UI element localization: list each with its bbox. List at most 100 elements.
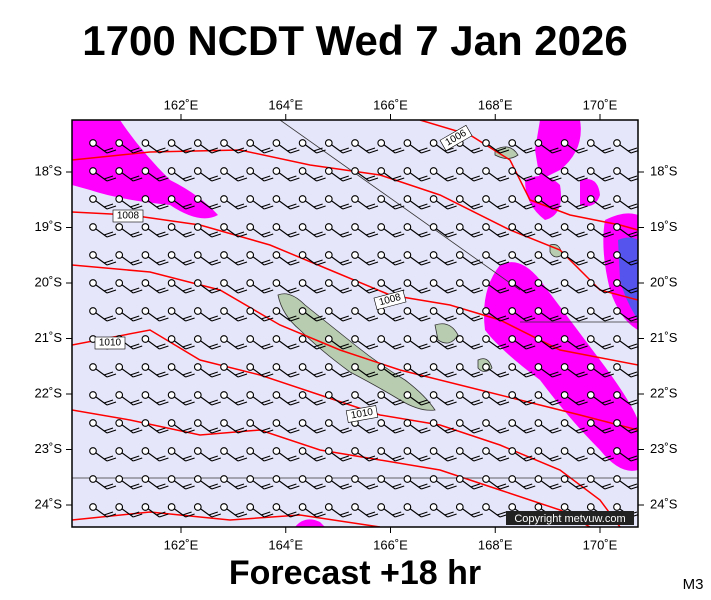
wind-barb [455,195,483,210]
barb-staff [619,368,632,378]
barb-feather [290,401,300,406]
barb-feather [133,317,143,322]
barb-staff [410,144,422,154]
barb-station [193,279,202,287]
barb-feather [208,399,218,404]
barb-feather [316,317,326,322]
wind-barb [141,167,169,182]
wind-barb [141,503,169,518]
barb-feather [313,427,323,432]
barb-feather [447,429,457,434]
barb-staff [252,256,265,266]
barb-staff [383,144,396,154]
barb-station [193,503,202,511]
wind-barb [324,139,352,154]
barb-feather [473,485,483,490]
barb-staff [200,424,213,434]
barb-feather [313,371,323,376]
barb-station [586,307,595,315]
barb-station [534,475,543,483]
barb-staff [462,172,475,182]
barb-feather [395,373,405,378]
barb-station [613,335,621,343]
barb-feather [418,231,428,236]
barb-feather [211,233,221,238]
barb-feather [316,513,326,518]
barb-feather [234,371,245,376]
wind-barb [167,363,195,378]
barb-feather [133,205,143,210]
wind-barb [298,279,326,294]
barb-feather [526,457,536,462]
wind-barb [613,391,638,406]
wind-barb [193,251,221,266]
wind-barb [508,279,536,294]
barb-feather [421,373,431,378]
lat-label-right: 24˚S [650,496,678,511]
barb-staff [95,284,108,294]
wind-barb [613,167,638,182]
barb-station [403,195,412,203]
barb-feather [316,289,326,294]
barb-staff [514,144,527,154]
wind-barb [167,139,195,154]
barb-staff [252,200,265,210]
barb-station [429,251,438,259]
barb-feather [133,485,143,490]
barb-staff [410,200,422,210]
barb-feather [418,399,428,404]
barb-staff [226,228,239,238]
forecast: Forecast +18 hr [229,554,481,592]
barb-staff [226,172,239,182]
barb-staff [488,284,501,294]
barb-feather [290,513,300,518]
barb-staff [357,312,370,322]
barb-feather [526,401,536,406]
map-layer [72,120,638,527]
barb-feather [234,343,245,348]
barb-staff [619,200,632,210]
barb-feather [578,401,588,406]
barb-station [508,279,517,287]
lat-label-left: 18˚S [35,163,63,178]
barb-feather [368,289,379,294]
wind-barb [324,447,352,462]
barb-station [429,167,438,175]
barb-staff [357,172,370,182]
wind-barb [298,223,326,238]
barb-feather [106,289,117,294]
wind-barb [324,335,352,350]
barb-feather [365,231,376,236]
barb-staff [174,228,186,238]
barb-staff [200,284,213,294]
barb-feather [496,315,507,320]
barb-feather [264,317,274,322]
wind-barb [246,503,274,518]
barb-staff [619,312,632,322]
wind-barb [89,447,117,462]
wind-barb [246,195,274,210]
barb-feather [237,457,248,462]
barb-station [246,419,255,427]
wind-barb [246,307,274,322]
barb-feather [237,261,248,266]
barb-staff [279,480,291,490]
barb-feather [444,343,454,348]
barb-staff [121,508,134,518]
barb-staff [410,452,422,462]
barb-staff [514,172,527,182]
barb-staff [410,256,422,266]
barb-feather [264,373,274,378]
barb-station [141,307,150,315]
barb-staff [226,480,239,490]
wind-barb [193,335,221,350]
wind-barb [560,447,588,462]
barb-station [141,475,150,483]
wind-barb [89,503,117,518]
barb-staff [279,200,291,210]
barb-staff [305,396,317,406]
barb-staff [357,200,370,210]
barb-feather [473,149,483,154]
wind-barb [613,195,638,210]
barb-feather [365,259,376,264]
